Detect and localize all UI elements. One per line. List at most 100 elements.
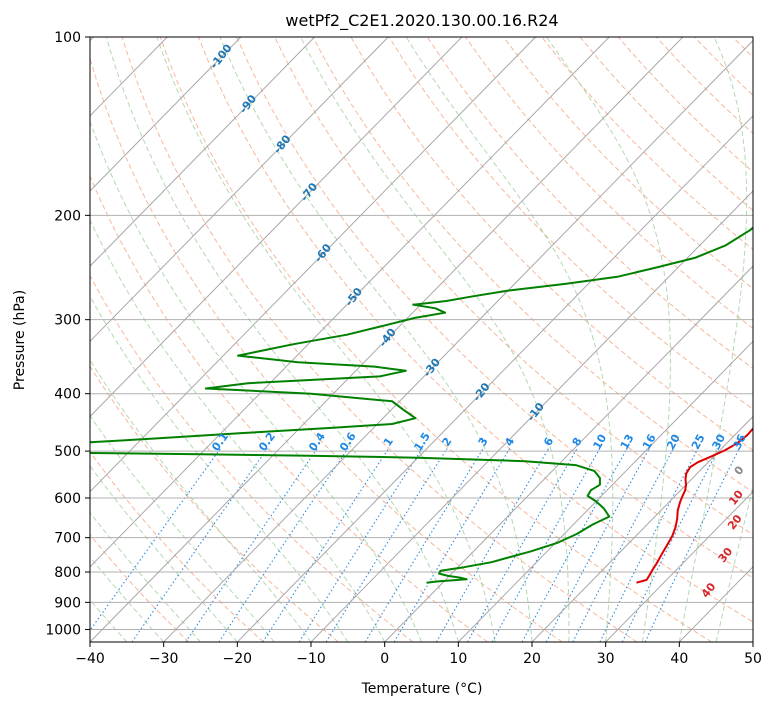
x-tick-label: 0 (380, 651, 389, 667)
x-tick-label: −40 (75, 651, 105, 667)
dry-adiabat-line (312, 37, 753, 493)
moist-adiabat-label: 0 (732, 463, 747, 477)
y-tick-label: 400 (54, 387, 81, 403)
mixing-ratio-line (572, 448, 674, 642)
profile-series (90, 226, 753, 584)
mixing-ratio-line (621, 448, 720, 642)
isotherm-line (90, 37, 536, 493)
dry-adiabat-line (121, 37, 638, 642)
mixing-ratio-line (393, 448, 511, 642)
mixing-ratio-line (435, 448, 550, 642)
mixing-ratio-line (521, 448, 628, 642)
isotherms (90, 37, 753, 642)
isotherm-line (457, 340, 753, 642)
isotherm-line (90, 37, 315, 267)
mixing-ratio-line (218, 448, 349, 642)
y-tick-label: 600 (54, 491, 81, 507)
moist-adiabat-line (90, 465, 238, 642)
mixing-ratio-lines (90, 448, 740, 642)
moist-adiabat-line (90, 120, 422, 642)
dry-adiabat-line (655, 37, 753, 135)
moist-adiabat-line (105, 37, 459, 642)
dry-adiabat-line (159, 37, 712, 642)
y-tick-label: 800 (54, 565, 81, 581)
moist-adiabat-line (156, 37, 496, 642)
y-tick-label: 1000 (45, 622, 81, 638)
isotherm-line (163, 39, 753, 642)
dry-adiabat-line (90, 56, 563, 642)
y-tick-label: 200 (54, 208, 81, 224)
moist-adiabat-line (90, 511, 201, 642)
dry-adiabat-line (274, 37, 753, 536)
mixing-ratio-label: 4 (502, 435, 517, 449)
mixing-ratio-line (185, 448, 318, 642)
moist-adiabat-label: 20 (725, 512, 745, 532)
x-tick-label: −10 (296, 651, 326, 667)
moist-adiabat-label: 10 (726, 487, 746, 507)
x-tick-label: 30 (597, 651, 615, 667)
x-tick-label: −30 (149, 651, 179, 667)
mixing-ratio-label: 10 (590, 432, 609, 452)
isotherm-line (310, 190, 753, 642)
mixing-ratio-line (90, 448, 221, 632)
dry-adiabat-line (90, 274, 414, 642)
dry-adiabat-line (90, 365, 339, 642)
x-axis-ticks: −40 −30 −20 −10 0 10 20 30 40 50 (75, 642, 762, 667)
isotherm-line (90, 37, 389, 343)
dry-adiabat-line (388, 37, 753, 410)
x-tick-label: 40 (670, 651, 688, 667)
mixing-ratio-label: 0.4 (306, 430, 328, 454)
mixing-ratio-line (262, 448, 390, 642)
moist-adiabat-label: 30 (716, 545, 736, 565)
x-tick-label: −20 (223, 651, 253, 667)
isotherm-line (90, 37, 242, 192)
profile-series-line (90, 226, 753, 584)
isotherm-line (531, 415, 753, 642)
x-tick-label: 50 (744, 651, 762, 667)
dry-adiabat-line (771, 37, 775, 642)
chart-title: wetPf2_C2E1.2020.130.00.16.R24 (285, 11, 558, 31)
moist-adiabat-line (219, 37, 533, 642)
mixing-ratio-line (131, 448, 268, 642)
isotherm-line (90, 37, 463, 418)
moist-adiabat-line (300, 37, 570, 642)
mixing-ratio-line (599, 448, 699, 642)
mixing-ratio-line (644, 448, 740, 642)
x-tick-label: 10 (449, 651, 467, 667)
isotherm-line (90, 37, 684, 642)
moist-adiabats (90, 37, 753, 642)
mixing-ratio-line (491, 448, 601, 642)
isobars (90, 37, 753, 630)
mixing-ratio-line (364, 448, 484, 642)
moist-adiabat-line (405, 37, 614, 642)
isotherm-line (236, 115, 753, 642)
dry-adiabats (90, 37, 775, 642)
mixing-ratio-line (325, 448, 448, 642)
x-axis-label: Temperature (°C) (361, 681, 483, 697)
mixing-ratio-label: 3 (476, 435, 491, 448)
mixing-ratio-label: 36 (730, 432, 749, 452)
dry-adiabat-line (503, 37, 753, 290)
mixing-ratio-label: 16 (640, 432, 659, 452)
y-tick-label: 300 (54, 313, 81, 329)
isotherm-line (90, 37, 610, 568)
moist-adiabat-line (90, 414, 275, 642)
dry-adiabat-line (197, 37, 753, 623)
moist-adiabat-line (545, 37, 671, 642)
y-tick-label: 900 (54, 595, 81, 611)
moist-adiabat-line (678, 37, 748, 642)
profile-series-line (636, 427, 753, 584)
dry-adiabat-line (732, 37, 753, 58)
mixing-ratio-label: 2 (439, 435, 454, 448)
y-axis-ticks: 100 200 300 400 500 600 700 800 900 1000 (45, 30, 90, 638)
plot-area: 0.1 0.2 0.4 0.6 1 1.5 2 3 4 6 8 10 13 16 20 25 30 36-100-… (90, 37, 775, 642)
mixing-ratio-label: 0.2 (256, 430, 278, 453)
mixing-ratio-label: 1 (381, 435, 396, 449)
y-tick-label: 500 (54, 444, 81, 460)
mixing-ratio-label: 25 (689, 432, 708, 452)
mixing-ratio-label: 30 (709, 432, 728, 452)
moist-adiabat-line (90, 358, 312, 642)
mixing-ratio-label: 6 (541, 435, 556, 449)
mixing-ratio-label: 8 (570, 435, 585, 448)
